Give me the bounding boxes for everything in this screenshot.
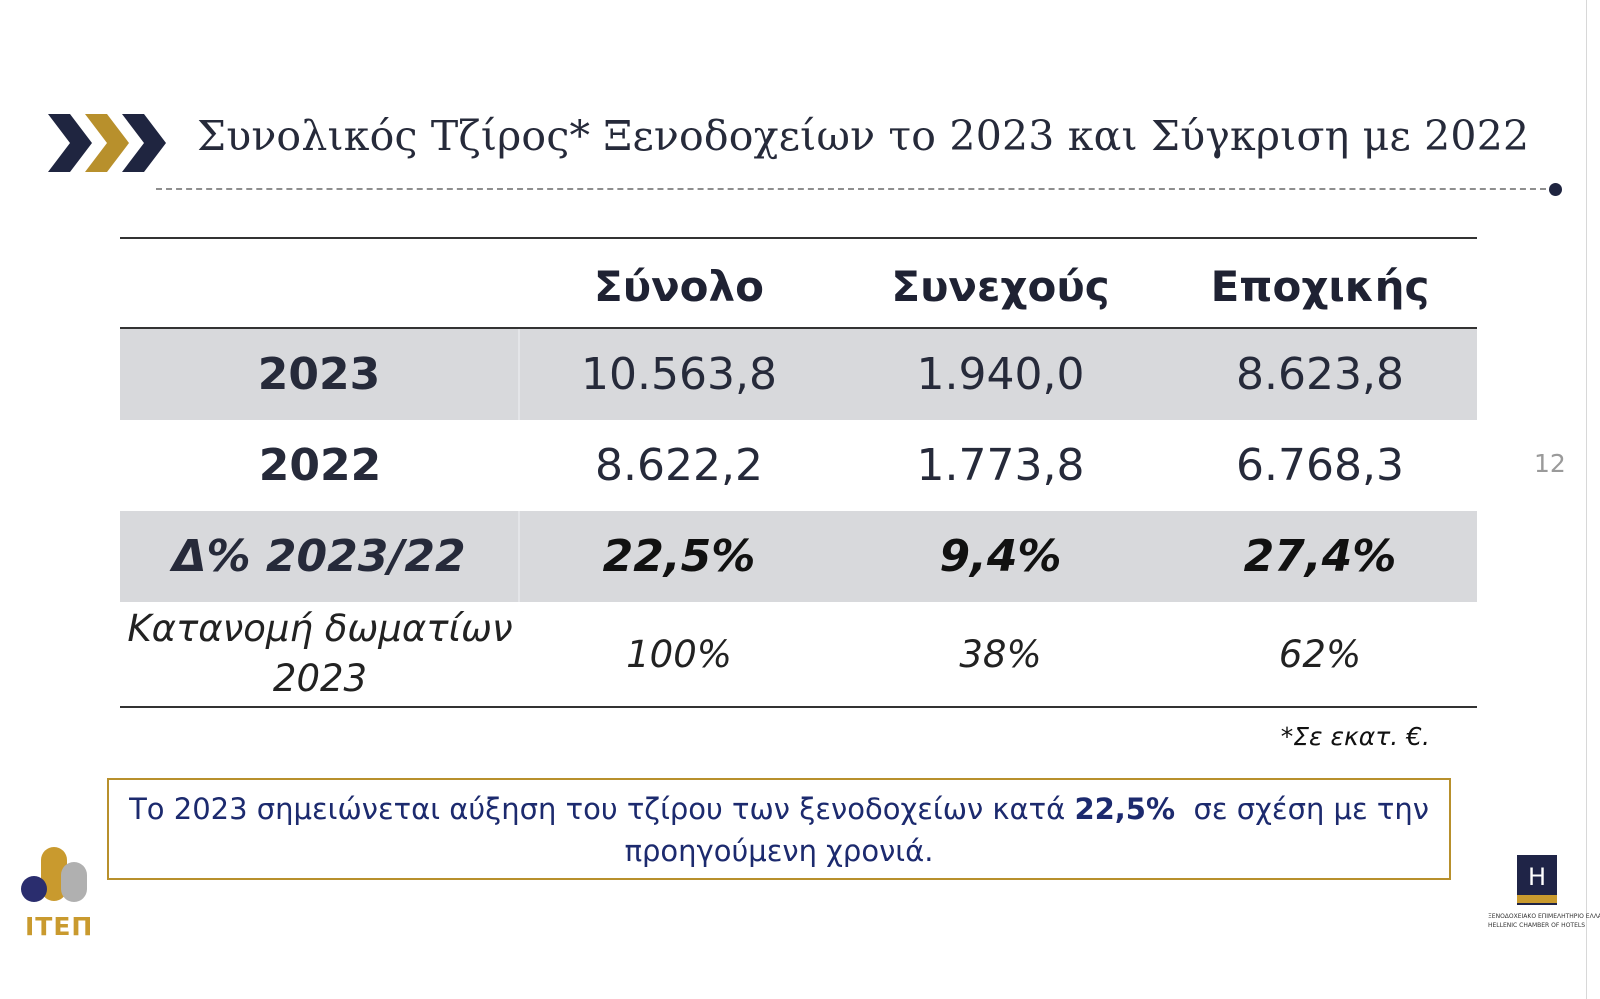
title-divider [156, 188, 1546, 190]
table-cell: 10.563,8 [581, 349, 777, 400]
table-cell: 1.940,0 [916, 349, 1085, 400]
row-label-line1: Κατανομή δωματίων [127, 607, 513, 650]
chevron-arrows-icon [48, 114, 166, 172]
callout-line1: Το 2023 σημειώνεται αύξηση του τζίρου τω… [109, 788, 1449, 830]
page-number: 12 [1534, 449, 1566, 478]
table-cell: 22,5% [602, 531, 756, 582]
table-cell: 8.622,2 [595, 440, 763, 491]
table-cell: 1.773,8 [916, 440, 1085, 491]
table-cell: 27,4% [1243, 531, 1397, 582]
itep-logo-icon [21, 847, 87, 902]
table-top-rule [120, 237, 1477, 239]
table-row-change: Δ% 2023/22 22,5% 9,4% 27,4% [120, 511, 1477, 602]
hotel-logo-caption-line1: ΞΕΝΟΔΟΧΕΙΑΚΟ ΕΠΙΜΕΛΗΤΗΡΙΟ ΕΛΛΑΔΟΣ [1488, 913, 1600, 920]
callout-text-after: σε σχέση με την [1175, 792, 1429, 826]
callout-line2: προηγούμενη χρονιά. [624, 834, 934, 868]
page-title: Συνολικός Τζίρος* Ξενοδοχείων το 2023 κα… [197, 112, 1530, 160]
row-label: Δ% 2023/22 [120, 511, 520, 602]
callout-highlight: 22,5% [1074, 792, 1176, 826]
summary-callout: Το 2023 σημειώνεται αύξηση του τζίρου τω… [107, 778, 1451, 880]
table-cell: 8.623,8 [1236, 349, 1404, 400]
divider-dot [1549, 183, 1562, 196]
table-row-2023: 2023 10.563,8 1.940,0 8.623,8 [120, 329, 1477, 420]
row-label-line2: 2023 [272, 657, 368, 700]
table-cell: 100% [626, 632, 732, 676]
table-row-2022: 2022 8.622,2 1.773,8 6.768,3 [120, 420, 1477, 511]
table-cell: 62% [1278, 632, 1362, 676]
table-cell: 38% [959, 632, 1042, 676]
table-bottom-rule [120, 706, 1477, 708]
callout-text-before: Το 2023 σημειώνεται αύξηση του τζίρου τω… [129, 792, 1075, 826]
header-continuous: Συνεχούς [891, 261, 1110, 311]
hotel-logo-bar [1517, 895, 1557, 903]
header-empty [120, 280, 520, 286]
hotel-logo-caption-line2: HELLENIC CHAMBER OF HOTELS [1488, 922, 1586, 929]
header-total: Σύνολο [594, 261, 764, 311]
row-label: 2023 [120, 329, 520, 420]
table-header-row: Σύνολο Συνεχούς Εποχικής [120, 239, 1477, 327]
table-header-rule [120, 327, 1477, 329]
header-seasonal: Εποχικής [1210, 261, 1430, 311]
turnover-table: Σύνολο Συνεχούς Εποχικής 2023 10.563,8 1… [120, 237, 1477, 708]
footnote: *Σε εκατ. €. [1280, 722, 1430, 751]
table-row-distribution: Κατανομή δωματίων 2023 100% 38% 62% [120, 602, 1477, 706]
slide-edge [1586, 0, 1587, 999]
row-label: 2022 [258, 440, 382, 491]
table-cell: 9,4% [939, 531, 1062, 582]
itep-logo-text: ΙΤΕΠ [25, 912, 94, 941]
row-label: Κατανομή δωματίων 2023 [120, 604, 520, 704]
table-cell: 6.768,3 [1236, 440, 1404, 491]
